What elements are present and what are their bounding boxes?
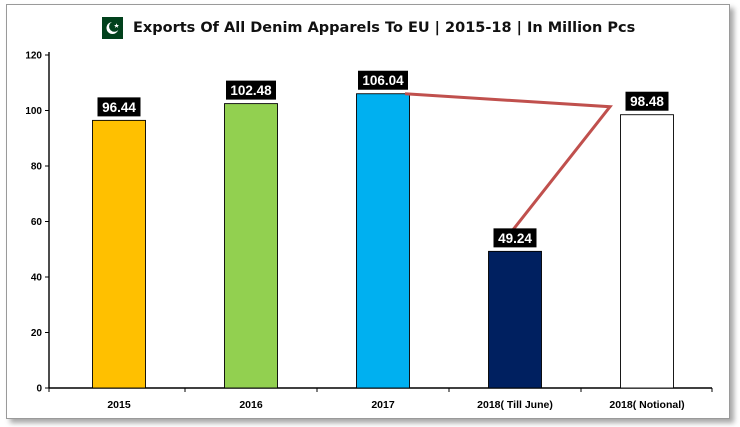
y-tick-label: 60 <box>31 217 43 228</box>
category-label: 2018( Notional) <box>609 399 684 411</box>
category-label: 2017 <box>371 399 395 411</box>
y-tick-label: 20 <box>31 328 43 339</box>
value-label: 106.04 <box>362 73 404 88</box>
y-tick-label: 40 <box>31 273 43 284</box>
bar-2018-till-june <box>488 250 542 389</box>
y-tick-label: 0 <box>36 384 42 395</box>
bar-2015 <box>92 119 146 389</box>
value-label-box <box>493 228 537 248</box>
value-label-box <box>625 91 669 111</box>
category-label: 2015 <box>107 399 131 411</box>
bar-2018-notional <box>620 114 674 389</box>
value-label: 96.44 <box>102 100 136 115</box>
trend-connector-line <box>404 92 613 234</box>
y-tick-label: 80 <box>31 162 43 173</box>
pakistan-flag-icon <box>95 17 123 39</box>
category-label: 2018( Till June) <box>477 399 553 411</box>
y-tick-label: 120 <box>25 51 42 62</box>
value-label-box <box>226 80 276 100</box>
category-label: 2016 <box>239 399 263 411</box>
bar-2017 <box>356 93 410 389</box>
chart-title: Exports Of All Denim Apparels To EU | 20… <box>133 20 636 36</box>
y-tick-label: 100 <box>25 106 42 117</box>
value-label-box <box>358 70 408 90</box>
value-label: 102.48 <box>230 83 272 98</box>
value-label-box <box>97 97 141 117</box>
title-row: Exports Of All Denim Apparels To EU | 20… <box>95 15 635 41</box>
value-label: 98.48 <box>630 94 664 109</box>
value-label: 49.24 <box>498 231 532 246</box>
bar-2016 <box>224 103 278 389</box>
